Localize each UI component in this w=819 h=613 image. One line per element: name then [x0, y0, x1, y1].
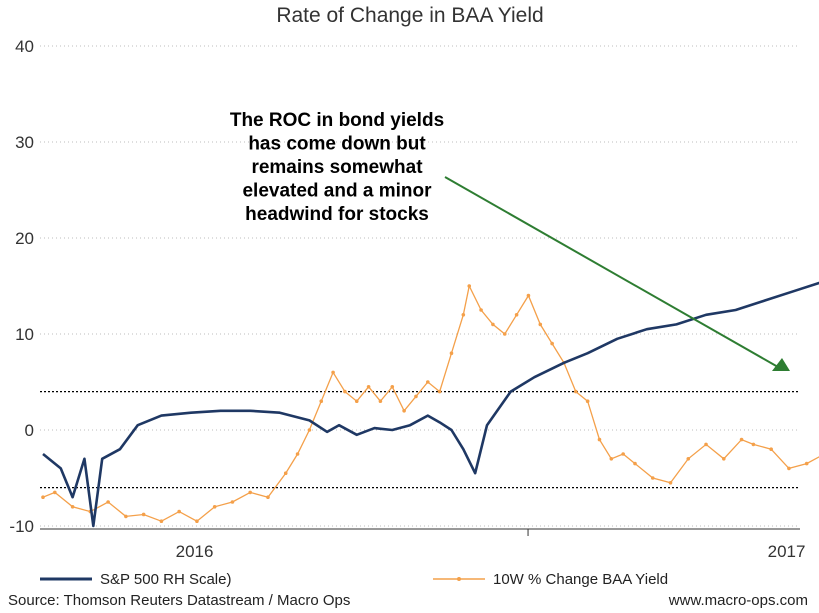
data-point-baa: [538, 322, 543, 327]
data-point-baa: [426, 380, 430, 384]
data-point-baa: [331, 370, 335, 375]
data-point-baa: [283, 471, 288, 476]
annotation-line: elevated and a minor: [242, 181, 432, 202]
data-point-baa: [354, 399, 359, 404]
data-point-baa: [212, 505, 217, 509]
data-point-baa: [739, 437, 744, 442]
data-point-baa: [106, 500, 110, 504]
annotation-line: has come down but: [248, 134, 426, 155]
data-point-baa: [437, 389, 442, 394]
data-point-baa: [491, 322, 495, 327]
data-point-baa: [195, 519, 199, 523]
annotation-arrow-line: [444, 176, 779, 368]
data-point-baa: [390, 385, 395, 389]
data-point-baa: [141, 512, 146, 517]
data-point-baa: [177, 509, 181, 514]
y-tick-label: 20: [15, 229, 34, 248]
y-tick-label: -10: [9, 517, 34, 536]
x-tick-labels: 201620172018: [176, 529, 806, 561]
data-point-baa: [479, 308, 483, 312]
data-point-baa: [230, 500, 235, 504]
data-point-baa: [366, 385, 371, 389]
data-point-baa: [248, 490, 252, 495]
reference-lines: [40, 390, 800, 489]
data-point-baa: [414, 394, 418, 399]
legend: S&P 500 RH Scale) 10W % Change BAA Yield: [40, 571, 668, 588]
legend-marker-baa: [457, 577, 461, 581]
data-point-baa: [751, 442, 756, 447]
y-tick-labels: 40 30 20 10 0 -10: [9, 37, 34, 536]
data-point-baa: [633, 461, 637, 466]
y-tick-label: 40: [15, 37, 34, 56]
data-point-baa: [343, 389, 347, 394]
x-tick-label: 2017: [768, 542, 806, 561]
annotation-line: headwind for stocks: [245, 204, 429, 225]
data-point-baa: [461, 313, 466, 317]
annotation: The ROC in bond yields has come down but r…: [230, 110, 790, 371]
annotation-line: remains somewhat: [251, 157, 423, 178]
website-note: www.macro-ops.com: [668, 592, 808, 609]
annotation-arrow-head: [772, 358, 790, 371]
data-point-baa: [124, 514, 128, 519]
data-point-baa: [70, 505, 75, 509]
annotation-text: The ROC in bond yields has come down but r…: [230, 110, 444, 225]
data-point-baa: [722, 457, 726, 461]
data-point-baa: [609, 457, 614, 461]
legend-label-baa: 10W % Change BAA Yield: [493, 571, 668, 588]
source-note: Source: Thomson Reuters Datastream / Mac…: [8, 592, 350, 609]
data-point-baa: [53, 490, 57, 495]
data-point-baa: [41, 495, 45, 500]
data-point-baa: [295, 452, 300, 456]
data-point-baa: [597, 437, 602, 442]
data-point-baa: [502, 332, 507, 336]
data-point-baa: [526, 293, 531, 298]
data-point-baa: [266, 495, 270, 500]
grid: [40, 45, 800, 527]
data-point-baa: [650, 476, 655, 480]
chart-title: Rate of Change in BAA Yield: [276, 4, 543, 27]
data-point-baa: [804, 461, 809, 466]
data-point-baa: [319, 399, 324, 404]
data-point-baa: [668, 481, 673, 485]
data-point-baa: [159, 519, 164, 523]
annotation-line: The ROC in bond yields: [230, 110, 444, 131]
data-point-baa: [514, 313, 519, 317]
series-line-baa: [42, 284, 819, 522]
series: [41, 281, 819, 528]
data-point-baa: [769, 447, 773, 452]
data-point-baa: [686, 457, 691, 461]
data-point-baa: [574, 389, 578, 394]
data-point-baa: [467, 284, 472, 288]
legend-label-sp500: S&P 500 RH Scale): [100, 571, 231, 588]
series-line-sp500: [42, 281, 819, 528]
data-point-baa: [550, 341, 554, 346]
data-point-baa: [378, 399, 383, 404]
data-point-baa: [449, 351, 454, 356]
data-point-baa: [307, 428, 312, 432]
data-point-baa: [621, 452, 625, 456]
y-tick-label: 30: [15, 133, 34, 152]
data-point-baa: [402, 409, 406, 413]
data-point-baa: [787, 466, 791, 471]
data-point-baa: [704, 442, 708, 447]
x-tick-label: 2016: [176, 542, 214, 561]
y-tick-label: 10: [15, 325, 34, 344]
data-point-baa: [585, 399, 590, 404]
y-tick-label: 0: [25, 421, 34, 440]
